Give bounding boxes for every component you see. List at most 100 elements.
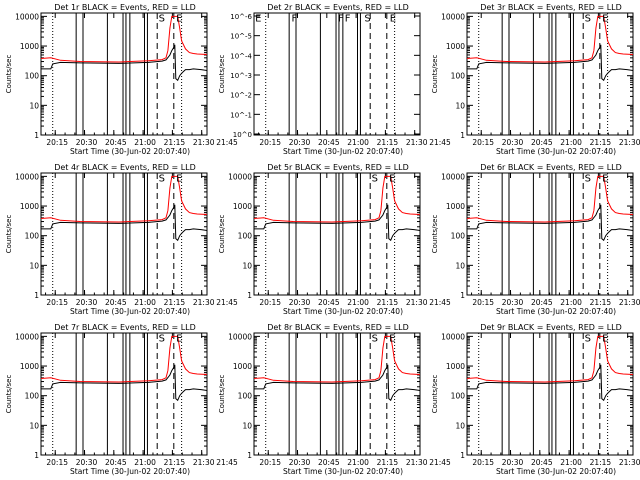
x-tick-label: 20:30	[289, 458, 311, 467]
x-tick-label: 21:45	[429, 298, 451, 307]
x-tick-label: 21:00	[134, 458, 156, 467]
marker-label-f: F	[345, 14, 351, 25]
marker-label-s: S	[372, 173, 378, 184]
x-tick-label: 21:00	[134, 138, 156, 147]
chart-panel-4: Det 4r BLACK = Events, RED = LLD 10000 100…	[5, 163, 238, 316]
marker-label-e: E	[390, 14, 396, 25]
y-tick-label: 10000	[441, 172, 465, 181]
x-tick-label: 21:30	[619, 138, 640, 147]
y-tick-label: 10000	[15, 12, 39, 21]
chart-panel-1: Det 1r BLACK = Events, RED = LLD 10000 100…	[5, 3, 238, 156]
y-tick-label: 1	[460, 291, 465, 300]
x-tick-label: 20:30	[76, 458, 98, 467]
y-axis-label: Counts/sec	[431, 55, 439, 94]
x-tick-label: 20:45	[318, 458, 340, 467]
y-axis-label: Counts/sec	[218, 55, 226, 94]
x-tick-label: 20:45	[105, 298, 127, 307]
marker-label-s: S	[372, 333, 378, 344]
x-tick-label: 21:15	[590, 458, 612, 467]
marker-label-s: S	[159, 13, 165, 24]
y-tick-label: 1000	[446, 42, 465, 51]
x-tick-label: 21:00	[560, 458, 582, 467]
x-tick-label: 21:30	[193, 138, 215, 147]
y-tick-label: 1000	[446, 362, 465, 371]
y-tick-label: 10	[29, 421, 39, 430]
chart-panel-6: Det 6r BLACK = Events, RED = LLD 10000 100…	[431, 163, 640, 316]
x-tick-label: 21:00	[560, 138, 582, 147]
x-tick-label: 21:15	[590, 298, 612, 307]
y-tick-label: 1	[34, 131, 39, 140]
marker-label-e: E	[602, 173, 608, 184]
x-axis-label: Start Time (30-Jun-02 20:07:40)	[283, 307, 403, 316]
y-tick-label: 1	[247, 451, 252, 460]
y-tick-label: 1	[247, 291, 252, 300]
x-tick-label: 21:00	[347, 138, 369, 147]
events-series-line	[467, 364, 633, 402]
y-tick-label: 1	[460, 131, 465, 140]
x-tick-label: 20:30	[76, 138, 98, 147]
marker-label-s: S	[585, 333, 591, 344]
y-tick-label: 10^-5	[230, 33, 252, 41]
y-tick-label: 1000	[20, 42, 39, 51]
y-tick-label: 10^-3	[230, 72, 252, 80]
y-tick-label: 1000	[233, 202, 252, 211]
lld-series-line	[467, 175, 633, 223]
x-tick-label: 20:15	[46, 138, 68, 147]
y-axis-label: Counts/sec	[218, 215, 226, 254]
x-tick-label: 21:45	[429, 138, 451, 147]
x-tick-label: 21:00	[134, 298, 156, 307]
y-tick-label: 100	[25, 232, 40, 241]
events-series-line	[254, 204, 420, 242]
y-tick-label: 10^-4	[230, 52, 252, 60]
y-tick-label: 10000	[228, 332, 252, 341]
y-tick-label: 100	[25, 72, 40, 81]
x-tick-label: 21:30	[406, 298, 428, 307]
x-tick-label: 21:15	[377, 298, 399, 307]
x-tick-label: 20:45	[105, 458, 127, 467]
marker-label-s: S	[159, 333, 165, 344]
events-series-line	[254, 364, 420, 402]
events-series-line	[41, 44, 207, 82]
y-tick-label: 100	[451, 232, 466, 241]
y-tick-label: 100	[451, 72, 466, 81]
y-tick-label: 1000	[20, 202, 39, 211]
x-tick-label: 20:15	[472, 458, 494, 467]
x-tick-label: 20:30	[76, 298, 98, 307]
marker-label-e: E	[255, 14, 261, 25]
events-series-line	[41, 364, 207, 402]
y-tick-label: 10000	[441, 332, 465, 341]
marker-label-s: S	[364, 14, 370, 25]
x-tick-label: 21:00	[347, 298, 369, 307]
y-tick-label: 100	[238, 232, 253, 241]
marker-label-s: S	[585, 173, 591, 184]
y-tick-label: 1	[34, 291, 39, 300]
marker-label-s: S	[585, 13, 591, 24]
x-axis-label: Start Time (30-Jun-02 20:07:40)	[283, 467, 403, 476]
chart-panel-7: Det 7r BLACK = Events, RED = LLD 10000 100…	[5, 323, 238, 476]
marker-label-e: E	[176, 173, 182, 184]
y-tick-label: 10000	[441, 12, 465, 21]
x-axis-label: Start Time (30-Jun-02 20:07:40)	[70, 467, 190, 476]
y-axis-label: Counts/sec	[431, 215, 439, 254]
x-tick-label: 20:15	[46, 298, 68, 307]
x-tick-label: 21:15	[377, 458, 399, 467]
y-tick-label: 100	[451, 392, 466, 401]
y-axis-label: Counts/sec	[431, 375, 439, 414]
x-tick-label: 20:45	[318, 138, 340, 147]
lld-series-line	[254, 175, 420, 223]
y-tick-label: 10	[29, 101, 39, 110]
chart-title: Det 5r BLACK = Events, RED = LLD	[267, 163, 409, 172]
x-tick-label: 20:15	[472, 298, 494, 307]
y-tick-label: 1000	[446, 202, 465, 211]
x-tick-label: 20:15	[46, 458, 68, 467]
marker-label-f: F	[291, 14, 297, 25]
x-axis-label: Start Time (30-Jun-02 20:07:40)	[283, 147, 403, 156]
x-tick-label: 20:15	[259, 138, 281, 147]
x-tick-label: 20:45	[531, 138, 553, 147]
y-tick-label: 10^-2	[230, 92, 252, 100]
chart-title: Det 1r BLACK = Events, RED = LLD	[54, 3, 196, 12]
y-axis-label: Counts/sec	[218, 375, 226, 414]
x-tick-label: 20:15	[472, 138, 494, 147]
chart-panel-3: Det 3r BLACK = Events, RED = LLD 10000 100…	[431, 3, 640, 156]
